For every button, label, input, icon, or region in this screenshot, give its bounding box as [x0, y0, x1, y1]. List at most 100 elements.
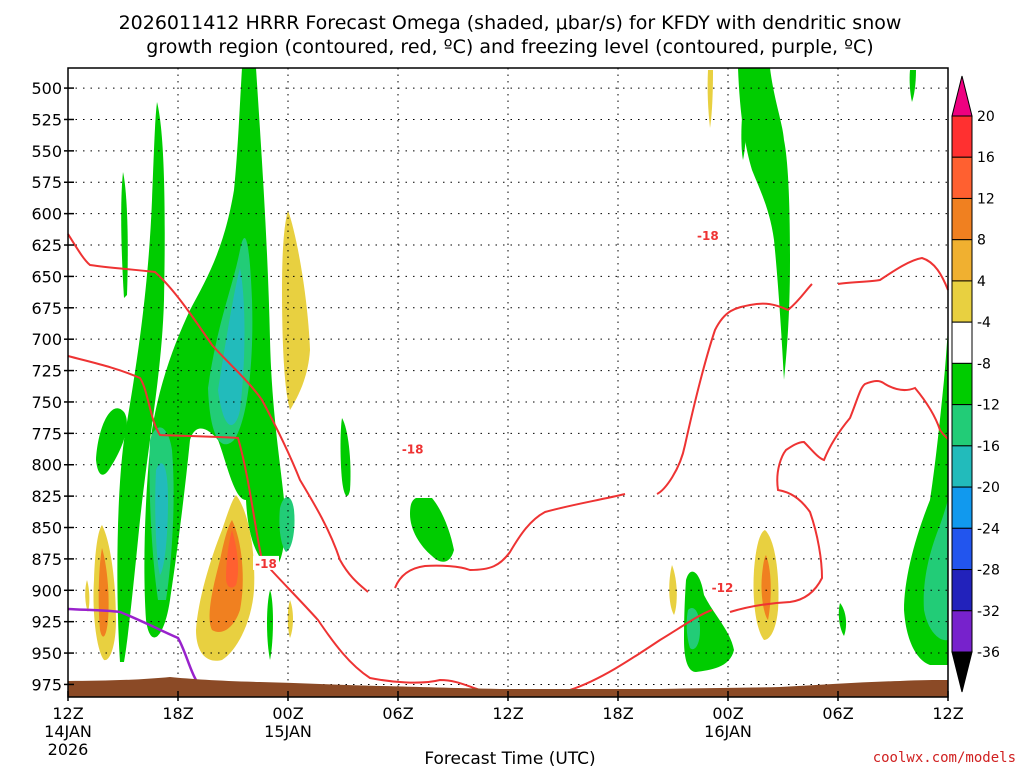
y-axis: 500 525 550 575 600 625 650 675 700 725 750 775 800 8… — [31, 79, 74, 694]
yellow-sink-region — [669, 565, 677, 615]
colorbar-swatch — [951, 197, 973, 241]
colorbar-swatch — [951, 239, 973, 282]
contour-label-bg — [709, 579, 736, 594]
colorbar-swatch — [951, 527, 973, 571]
contour-label-bg — [253, 555, 279, 570]
y-tick-label: 725 — [31, 362, 62, 381]
y-tick-label: 800 — [31, 456, 62, 475]
freezing-level-contour — [67, 607, 198, 681]
y-tick-label: 700 — [31, 330, 62, 349]
x-tick-date: 15JAN — [264, 722, 312, 741]
colorbar-bottom-arrow — [951, 651, 973, 693]
colorbar-tick-label: -24 — [977, 521, 1000, 537]
green-lift-region — [684, 571, 734, 672]
green-lift-region — [96, 408, 127, 475]
colorbar-tick-label: 8 — [977, 233, 986, 249]
y-tick-label: 825 — [31, 487, 62, 506]
x-tick-year: 2026 — [48, 740, 89, 759]
x-tick-label: 00Z — [272, 704, 303, 723]
credit-text: coolwx.com/models — [873, 750, 1016, 766]
colorbar-swatch — [951, 321, 973, 364]
colorbar-swatch — [951, 486, 973, 529]
y-tick-label: 850 — [31, 519, 62, 538]
colorbar-tick-label: -12 — [977, 398, 1000, 414]
y-tick-label: 675 — [31, 299, 62, 318]
colorbar-top-arrow — [951, 75, 973, 117]
colorbar-swatch — [951, 362, 973, 406]
y-tick-label: 575 — [31, 173, 62, 192]
x-axis-label: Forecast Time (UTC) — [424, 749, 595, 768]
dgz-contour-lower-right — [729, 380, 949, 613]
y-tick-label: 775 — [31, 424, 62, 443]
colorbar-tick-label: -20 — [977, 480, 1000, 496]
colorbar-tick-label: -16 — [977, 439, 1000, 455]
green-lift-region — [738, 68, 790, 380]
colorbar-tick-label: -28 — [977, 563, 1000, 579]
green-lift-region — [909, 70, 916, 102]
gridlines — [68, 68, 948, 697]
y-tick-label: 500 — [31, 79, 62, 98]
colorbar-swatch — [951, 569, 973, 612]
colorbar-tick-label: 16 — [977, 150, 995, 166]
contour-labels: -18 -18 -18 -12 — [253, 228, 736, 595]
colorbar-tick-label: 20 — [977, 109, 995, 125]
dgz-contour-lower-right — [569, 609, 713, 691]
x-tick-label: 06Z — [382, 704, 413, 723]
cyan-lift-core — [155, 463, 168, 575]
orange-sink-core — [98, 548, 109, 637]
y-tick-label: 950 — [31, 644, 62, 663]
teal-lift-core — [279, 496, 295, 552]
yellow-sink-region — [287, 600, 293, 638]
dgz-contour-mid — [656, 283, 813, 495]
x-tick-label: 06Z — [822, 704, 853, 723]
yellow-sink-region — [282, 210, 310, 410]
dgz-contour-upper — [67, 233, 369, 593]
omega-shading — [85, 68, 948, 672]
x-tick-label: 12Z — [932, 704, 963, 723]
y-tick-label: 650 — [31, 267, 62, 286]
y-tick-label: 750 — [31, 393, 62, 412]
y-tick-label: 600 — [31, 205, 62, 224]
colorbar-tick-label: -32 — [977, 604, 1000, 620]
contour-label-bg — [399, 441, 426, 456]
yellow-sink-region — [85, 580, 90, 612]
chart-title-line2: growth region (contoured, red, ºC) and f… — [146, 36, 873, 58]
contour-label: -18 — [255, 557, 277, 571]
colorbar-tick-label: 12 — [977, 191, 995, 207]
teal-lift-core — [923, 500, 948, 641]
y-tick-label: 925 — [31, 613, 62, 632]
dgz-contour-mid — [394, 493, 626, 589]
contour-label: -18 — [402, 443, 424, 457]
green-lift-region — [741, 118, 746, 160]
y-tick-label: 525 — [31, 110, 62, 129]
chart-title-line1: 2026011412 HRRR Forecast Omega (shaded, … — [119, 12, 902, 34]
green-lift-region — [410, 498, 454, 562]
colorbar-swatch — [951, 115, 973, 158]
y-tick-label: 900 — [31, 581, 62, 600]
y-tick-label: 550 — [31, 142, 62, 161]
colorbar: 20 16 12 8 4 -4 -8 -12 -16 -20 -24 -28 -32 -36 — [951, 75, 1000, 693]
colorbar-swatch — [951, 280, 973, 323]
colorbar-tick-label: -4 — [977, 315, 991, 331]
red-sink-core — [226, 530, 239, 588]
y-tick-label: 875 — [31, 550, 62, 569]
green-lift-region — [267, 590, 273, 660]
colorbar-swatch — [951, 156, 973, 199]
cyan-lift-core — [218, 268, 245, 426]
x-tick-date: 14JAN — [44, 722, 92, 741]
x-tick-label: 00Z — [712, 704, 743, 723]
yellow-sink-region — [707, 70, 713, 128]
x-tick-label: 18Z — [162, 704, 193, 723]
colorbar-swatch — [951, 445, 973, 488]
x-tick-label: 12Z — [492, 704, 523, 723]
colorbar-tick-label: -8 — [977, 356, 991, 372]
dgz-contour-mid — [837, 256, 949, 291]
colorbar-tick-label: 4 — [977, 274, 986, 290]
x-tick-label: 18Z — [602, 704, 633, 723]
contour-label: -12 — [712, 581, 734, 595]
colorbar-tick-label: -36 — [977, 645, 1000, 661]
green-lift-region — [340, 418, 351, 496]
contour-label-bg — [694, 228, 721, 243]
